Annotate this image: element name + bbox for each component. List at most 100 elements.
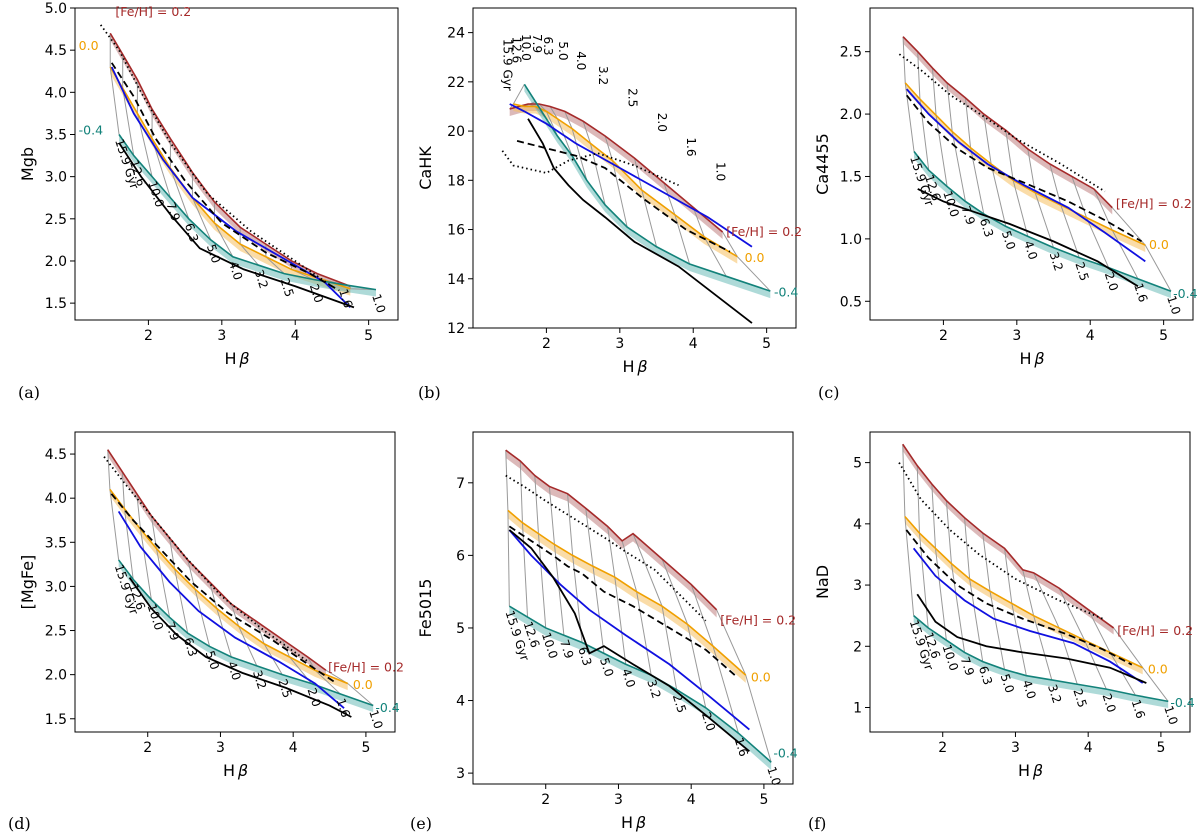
panel-data	[898, 443, 1169, 708]
age-label: 2.0	[305, 686, 324, 708]
y-tick-label: 0.5	[840, 294, 862, 310]
age-gridline	[585, 508, 605, 654]
series-black	[118, 142, 355, 309]
x-tick-label: 4	[687, 792, 696, 808]
age-label: 2.0	[1100, 692, 1119, 714]
axes-frame	[472, 7, 797, 329]
feh-label-0.0: 0.0	[353, 677, 373, 692]
age-label: 10.0	[145, 602, 167, 632]
x-axis-label-beta: β	[237, 761, 248, 780]
y-tick-label: 4.5	[45, 447, 67, 463]
age-label: 4.0	[1020, 678, 1039, 700]
y-tick-label: 2.5	[45, 624, 67, 640]
y-tick-label: 16	[447, 223, 465, 239]
x-tick-label: 4	[689, 336, 698, 352]
age-label: 2.0	[1102, 270, 1121, 292]
x-tick-label: 5	[361, 740, 370, 756]
age-label: 10.0	[519, 34, 533, 61]
series-dotted	[501, 150, 679, 187]
y-tick-label: 1.0	[840, 232, 862, 248]
feh-label-0.0: 0.0	[1149, 237, 1169, 252]
series-blue	[110, 66, 351, 308]
band-0.2	[505, 450, 717, 618]
x-axis-label: H	[1019, 349, 1031, 368]
series-black	[916, 593, 1147, 684]
panel-letter: (d)	[8, 814, 31, 833]
feh-label--0.4: -0.4	[1173, 286, 1197, 301]
series-dashed	[508, 525, 736, 676]
age-label: 10.0	[940, 189, 962, 219]
x-tick-label: 3	[615, 336, 624, 352]
x-tick-label: 4	[1086, 328, 1095, 344]
series-black	[508, 529, 750, 753]
age-label: 2.0	[655, 113, 669, 132]
age-label: 4.0	[619, 667, 638, 689]
series-dashed	[516, 140, 731, 253]
age-label: 2.5	[626, 88, 640, 107]
feh-line--0.4	[523, 83, 771, 292]
feh-label--0.4: -0.4	[79, 122, 103, 137]
x-axis-label: H	[223, 761, 235, 780]
band--0.4	[119, 134, 376, 297]
age-gridline	[567, 493, 583, 643]
x-tick-label: 2	[143, 740, 152, 756]
age-label: 1.0	[1161, 704, 1180, 726]
feh-line-0.2	[107, 449, 327, 671]
band--0.4	[914, 151, 1171, 299]
band-0.2	[107, 449, 326, 677]
x-axis-label-beta: β	[1032, 761, 1043, 780]
x-tick-label: 3	[216, 740, 225, 756]
age-label: 1.0	[1164, 294, 1183, 316]
y-tick-label: 4.0	[45, 491, 67, 507]
y-tick-label: 18	[447, 173, 465, 189]
x-tick-label: 2	[144, 328, 153, 344]
age-label: 5.0	[597, 656, 616, 678]
age-label: 4.0	[1021, 239, 1040, 261]
age-label: 2.5	[1072, 260, 1091, 282]
panel-data	[505, 449, 772, 770]
age-label: 3.2	[1047, 250, 1066, 272]
series-black	[128, 577, 352, 718]
feh-line--0.4	[913, 151, 1172, 293]
x-tick-label: 4	[1084, 740, 1093, 756]
y-tick-label: 3.5	[45, 127, 67, 143]
age-label: 6.3	[976, 664, 995, 686]
x-tick-label: 2	[541, 792, 550, 808]
panel-data	[99, 24, 377, 309]
x-axis-label: H	[622, 357, 634, 376]
panel-b: 2 3 4 5 12 14 16 18 20 22 24 H β CaHK (b) [Fe/H] = 0.2 0…	[416, 7, 802, 402]
series-blue	[117, 510, 345, 709]
age-label: 4.0	[226, 259, 245, 281]
x-axis-label: H	[621, 813, 633, 832]
age-label: 15.9 Gyr	[501, 39, 515, 91]
y-tick-label: 1.5	[45, 712, 67, 728]
feh-line--0.4	[118, 134, 377, 291]
y-tick-label: 7	[456, 476, 465, 492]
age-label: 7.9	[164, 200, 183, 222]
feh-label--0.4: -0.4	[773, 746, 797, 761]
axes-frame	[74, 7, 399, 321]
age-label: 2.0	[307, 282, 326, 304]
series-blue	[912, 547, 1144, 684]
age-label: 2.0	[699, 710, 718, 732]
x-tick-label: 5	[1156, 740, 1165, 756]
age-label: 6.3	[541, 36, 555, 55]
y-tick-label: 6	[456, 548, 465, 564]
age-label: 5.0	[999, 229, 1018, 251]
y-axis-label: CaHK	[416, 146, 435, 190]
panel-letter: (c)	[818, 383, 839, 402]
age-label: 7.9	[959, 204, 978, 226]
x-tick-label: 2	[939, 328, 948, 344]
age-label: 1.6	[684, 137, 698, 156]
feh-line-0.2	[902, 443, 1115, 629]
y-tick-label: 1	[853, 701, 862, 717]
panel-data	[501, 83, 771, 324]
x-axis-label: H	[224, 349, 236, 368]
age-label: 1.6	[336, 287, 355, 309]
age-label: 5.0	[204, 242, 223, 264]
feh-line-0.2	[902, 36, 1113, 209]
y-tick-label: 5	[853, 456, 862, 472]
feh-label--0.4: -0.4	[774, 284, 798, 299]
y-tick-label: 2.0	[45, 254, 67, 270]
